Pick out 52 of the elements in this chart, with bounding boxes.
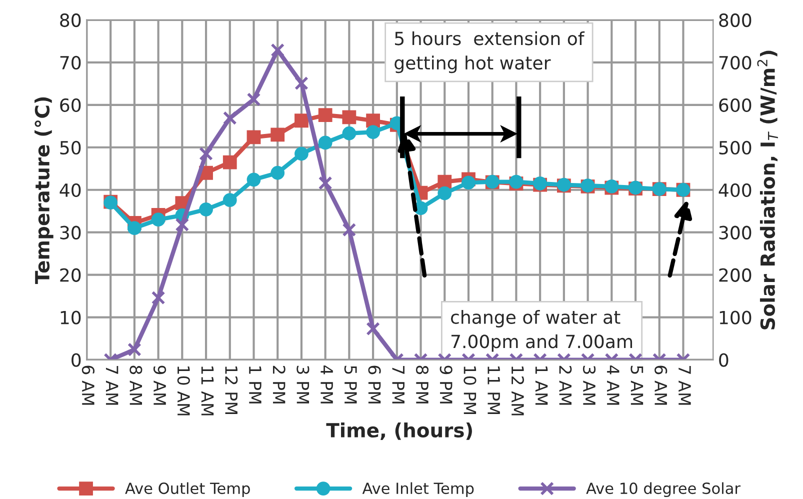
y2-tick-label: 400 xyxy=(718,183,752,197)
x-tick-label: 2 AM xyxy=(559,366,572,405)
y-tick-label: 80 xyxy=(60,13,81,28)
y2-axis-title: Solar Radiation, I$_{T}$ (W/m$^{2}$) xyxy=(757,50,778,330)
x-tick-label: 5 AM xyxy=(630,366,644,405)
x-tick-label: 4 PM xyxy=(320,365,333,404)
x-tick-label: 3 PM xyxy=(296,366,310,404)
y2-tick-label: 700 xyxy=(719,56,752,70)
annotation: 5 hours extension of getting hot water xyxy=(394,31,585,74)
x-tick-label: 12 AM xyxy=(512,366,524,416)
x-tick-label: 1 PM xyxy=(249,366,262,404)
y-tick-label: 10 xyxy=(60,310,81,324)
y-tick-label: 70 xyxy=(60,56,81,70)
y2-tick-label: 600 xyxy=(719,98,752,112)
y-tick-label: 40 xyxy=(60,183,81,197)
x-tick-label: 10 PM xyxy=(464,366,476,414)
y2-tick-label: 800 xyxy=(719,13,752,28)
legend-label: Ave Inlet Temp xyxy=(362,482,474,498)
x-tick-label: 9 AM xyxy=(153,366,166,405)
x-tick-label: 3 AM xyxy=(582,366,596,405)
x-tick-label: 6 AM xyxy=(654,366,668,405)
y-tick-label: 20 xyxy=(60,268,81,282)
y-axis-title: Temperature (°C) xyxy=(34,97,54,284)
x-tick-label: 8 AM xyxy=(130,366,142,405)
y2-tick-label: 500 xyxy=(719,140,752,155)
x-tick-label: 8 PM xyxy=(416,366,429,404)
y-tick-label: 50 xyxy=(60,140,81,155)
legend-label: Ave 10 degree Solar xyxy=(586,482,740,498)
annotation: change of water at 7.00pm and 7.00am xyxy=(450,310,632,352)
x-tick-label: 11 AM xyxy=(201,366,214,416)
x-tick-label: 2 PM xyxy=(273,366,286,404)
x-tick-label: 6 AM xyxy=(82,366,94,405)
x-tick-label: 5 PM xyxy=(344,366,357,404)
y2-tick-label: 200 xyxy=(719,268,752,282)
x-tick-label: 11 PM xyxy=(488,366,500,414)
x-tick-label: 10 AM xyxy=(177,366,190,416)
x-tick-label: 12 PM xyxy=(225,366,238,414)
y2-tick-label: 0 xyxy=(719,353,728,367)
y2-tick-label: 300 xyxy=(719,226,752,240)
x-tick-label: 4 AM xyxy=(607,365,620,405)
x-tick-label: 7 AM xyxy=(678,366,691,405)
y-tick-label: 0 xyxy=(72,353,81,367)
legend-label: Ave Outlet Temp xyxy=(125,482,250,498)
x-axis-title: Time, (hours) xyxy=(326,422,472,440)
y2-tick-label: 100 xyxy=(720,310,752,324)
x-tick-label: 1 AM xyxy=(535,366,548,405)
x-tick-label: 9 PM xyxy=(440,366,452,404)
x-tick-label: 6 PM xyxy=(368,366,381,404)
y-tick-label: 30 xyxy=(60,226,81,240)
y-tick-label: 60 xyxy=(60,98,81,112)
x-tick-label: 7 PM xyxy=(392,366,404,404)
x-tick-label: 7 AM xyxy=(106,366,118,405)
